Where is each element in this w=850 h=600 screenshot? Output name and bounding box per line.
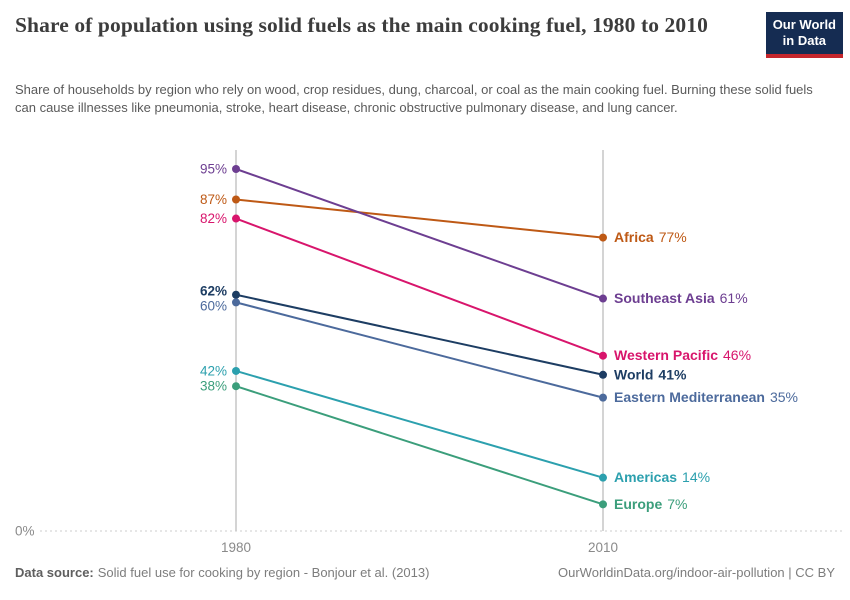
series-dot-world-end[interactable] — [599, 370, 607, 379]
series-line-americas[interactable] — [235, 369, 604, 479]
series-dot-world-start[interactable] — [232, 290, 240, 299]
chart-footer: Data source: Solid fuel use for cooking b… — [15, 565, 835, 580]
owid-logo-line2: in Data — [782, 33, 827, 49]
series-dot-africa-end[interactable] — [599, 233, 607, 242]
series-line-africa[interactable] — [235, 198, 604, 239]
series-line-southeast-asia[interactable] — [235, 168, 604, 300]
series-line-world[interactable] — [235, 293, 604, 376]
series-line-europe[interactable] — [235, 385, 604, 506]
series-label-southeast-asia: Southeast Asia 61% — [614, 290, 748, 306]
start-value-label-americas: 42% — [200, 363, 227, 378]
series-dot-southeast-asia-end[interactable] — [599, 294, 607, 303]
series-dot-eastern-mediterranean-start[interactable] — [232, 298, 240, 307]
owid-logo[interactable]: Our World in Data — [765, 12, 843, 58]
series-label-western-pacific: Western Pacific 46% — [614, 347, 751, 363]
series-dot-americas-end[interactable] — [599, 473, 607, 482]
start-value-label-europe: 38% — [200, 379, 227, 394]
start-value-label-africa: 87% — [200, 192, 227, 207]
series-dot-europe-start[interactable] — [232, 382, 240, 391]
page-title: Share of population using solid fuels as… — [15, 13, 708, 37]
series-dot-western-pacific-end[interactable] — [599, 351, 607, 360]
data-source: Data source: Solid fuel use for cooking b… — [15, 565, 429, 580]
series-dot-europe-end[interactable] — [599, 500, 607, 509]
start-value-label-eastern-mediterranean: 60% — [200, 299, 227, 314]
start-value-label-world: 62% — [200, 284, 227, 299]
x-tick-label-2010[interactable]: 2010 — [588, 540, 618, 555]
series-dot-eastern-mediterranean-end[interactable] — [599, 393, 607, 402]
series-label-africa: Africa 77% — [614, 229, 687, 245]
series-line-eastern-mediterranean[interactable] — [235, 301, 604, 399]
start-value-label-southeast-asia: 95% — [200, 162, 227, 177]
series-dot-americas-start[interactable] — [232, 366, 240, 375]
data-source-label: Data source: — [15, 565, 94, 580]
attribution-link[interactable]: OurWorldinData.org/indoor-air-pollution … — [558, 565, 835, 580]
series-dot-southeast-asia-start[interactable] — [232, 165, 240, 173]
owid-logo-line1: Our World — [772, 17, 836, 32]
x-tick-label-1980[interactable]: 1980 — [221, 540, 251, 555]
series-label-eastern-mediterranean: Eastern Mediterranean 35% — [614, 389, 798, 405]
series-dot-western-pacific-start[interactable] — [232, 214, 240, 223]
series-label-world: World 41% — [614, 366, 687, 382]
series-label-americas: Americas 14% — [614, 469, 710, 485]
series-dot-africa-start[interactable] — [232, 195, 240, 204]
y-axis-zero-label: 0% — [15, 524, 35, 539]
chart-subtitle: Share of households by region who rely o… — [15, 82, 813, 116]
start-value-label-western-pacific: 82% — [200, 211, 227, 226]
data-source-text: Solid fuel use for cooking by region - B… — [97, 565, 430, 580]
series-label-europe: Europe 7% — [614, 496, 687, 512]
series-line-western-pacific[interactable] — [235, 217, 604, 357]
